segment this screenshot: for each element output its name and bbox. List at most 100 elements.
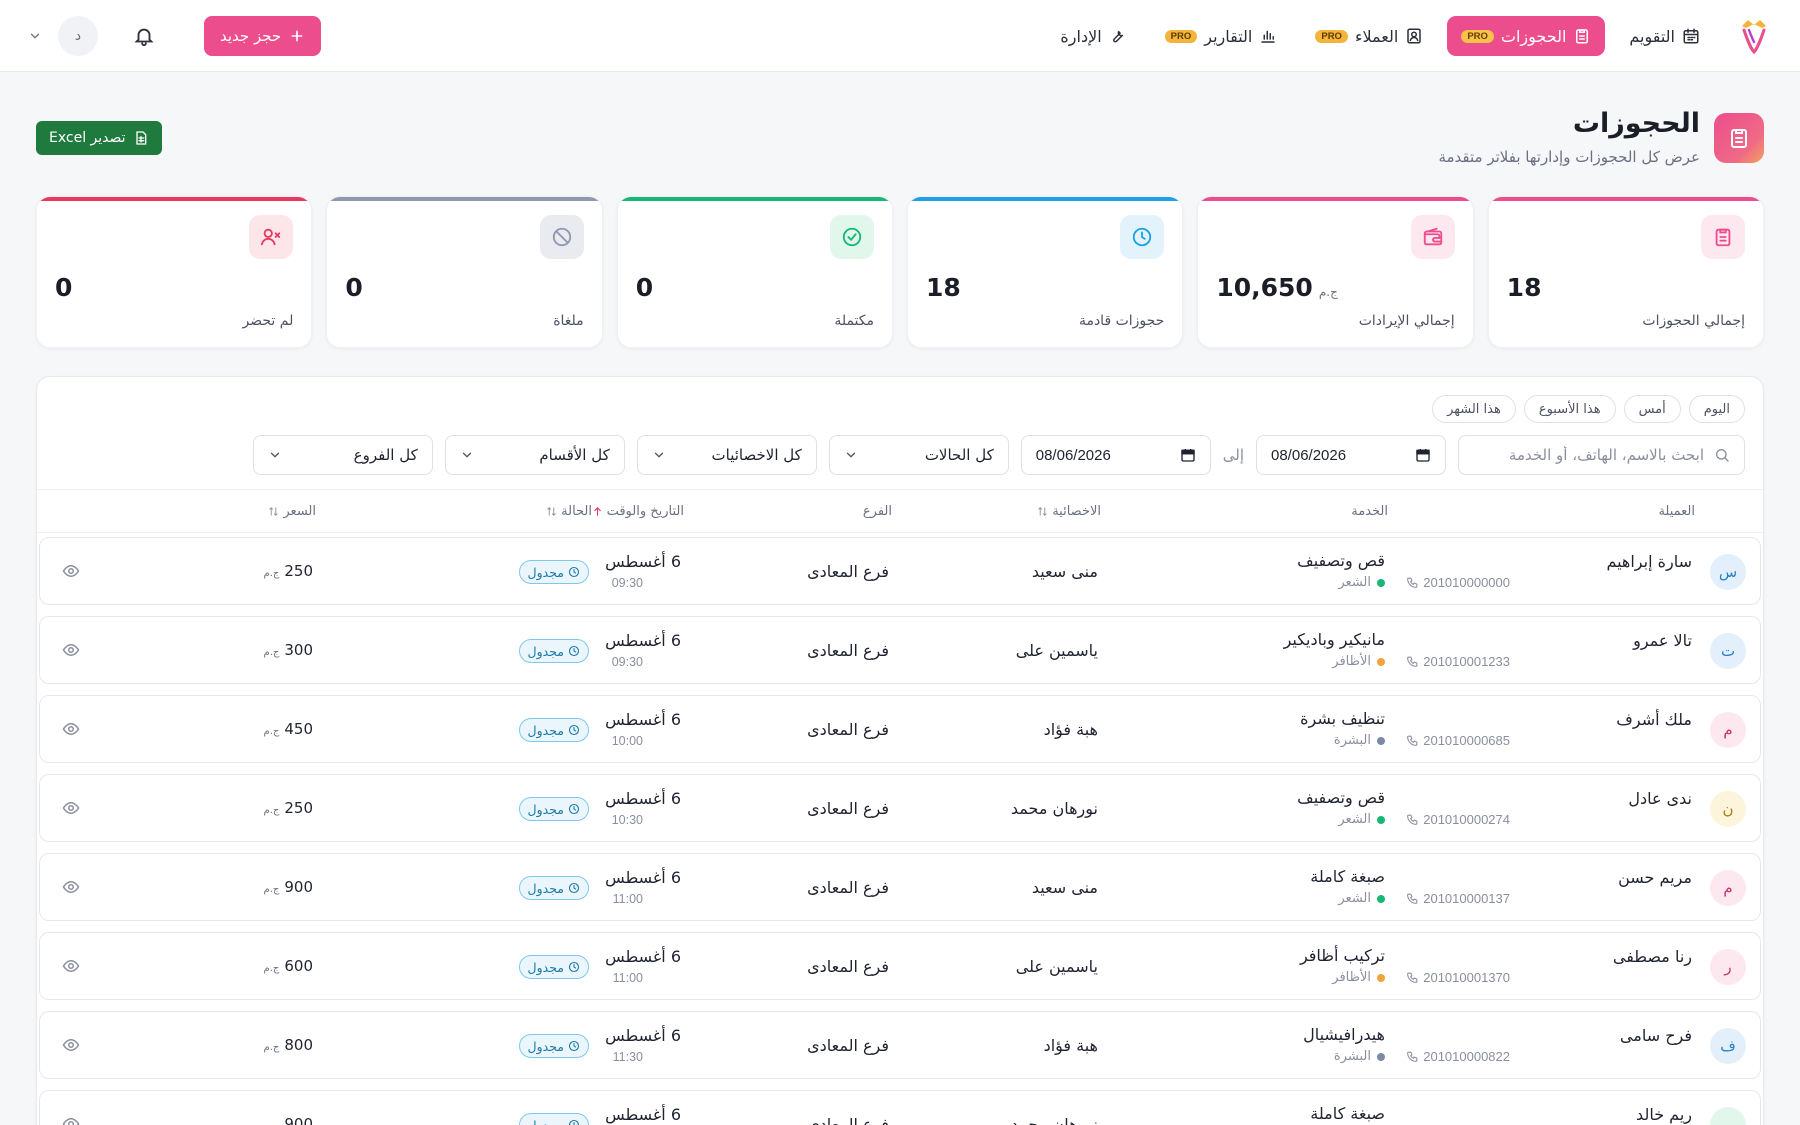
phone-icon: [1406, 655, 1419, 668]
view-booking-button[interactable]: [62, 957, 80, 975]
table-header: العميلة الخدمة الاخصائية الفرع التاريخ و…: [37, 489, 1763, 533]
table-row[interactable]: ن ندى عادل 201010000274 قص وتصفيف الشعر …: [39, 774, 1761, 842]
status-select[interactable]: كل الحالات: [828, 435, 1009, 475]
calendar-icon[interactable]: [1415, 447, 1431, 463]
booking-price: 450 ج.م: [264, 720, 313, 738]
table-row[interactable]: م ملك أشرف 201010000685 تنظيف بشرة البشر…: [39, 695, 1761, 763]
wallet-icon: [1410, 215, 1455, 259]
stat-value-number: 0: [345, 273, 363, 302]
top-navigation-bar: التقويم الحجوزات PRO العملاء PRO التقاري…: [0, 0, 1800, 72]
column-header-specialist[interactable]: الاخصائية: [1037, 504, 1101, 519]
client-phone: 201010000274: [1406, 812, 1510, 827]
status-badge-label: مجدول: [527, 643, 564, 659]
column-header-status[interactable]: الحالة: [546, 504, 592, 519]
table-row[interactable]: م مريم حسن 201010000137 صبغة كاملة الشعر…: [39, 853, 1761, 921]
service-name: تنظيف بشرة: [1300, 709, 1385, 728]
chevron-down-icon: [268, 448, 282, 462]
client-avatar: ف: [1710, 1028, 1746, 1064]
status-badge-label: مجدول: [527, 1038, 564, 1054]
specialist-name: ياسمين على: [1015, 641, 1098, 660]
view-booking-button[interactable]: [62, 1115, 80, 1125]
brand-logo[interactable]: [1734, 16, 1774, 56]
eye-icon: [62, 562, 80, 580]
export-excel-button[interactable]: تصدير Excel: [36, 121, 162, 155]
date-from-input[interactable]: 08/06/2026: [1256, 435, 1446, 475]
top-actions: حجز جديد د: [24, 16, 322, 56]
view-booking-button[interactable]: [62, 562, 80, 580]
specialist-select[interactable]: كل الاخصائيات: [636, 435, 817, 475]
user-avatar[interactable]: د: [58, 16, 98, 56]
search-input[interactable]: [1474, 446, 1704, 464]
table-row[interactable]: ر ريم خالد 201010000455 صبغة كاملة الشعر…: [39, 1090, 1761, 1125]
category-dot: [1377, 1052, 1385, 1061]
view-booking-button[interactable]: [62, 1036, 80, 1054]
view-booking-button[interactable]: [62, 641, 80, 659]
clock-icon: [568, 803, 580, 815]
nav-item-clients[interactable]: العملاء PRO: [1301, 16, 1437, 56]
client-phone: 201010000000: [1406, 575, 1510, 590]
column-header-datetime[interactable]: التاريخ والوقت: [592, 504, 684, 519]
notifications-button[interactable]: [124, 16, 164, 56]
nav-item-admin[interactable]: الإدارة: [1046, 16, 1140, 56]
table-row[interactable]: ف فرح سامى 201010000822 هيدرافيشيال البش…: [39, 1011, 1761, 1079]
clock-icon: [1120, 215, 1165, 259]
stat-accent-bar: [908, 197, 1183, 201]
view-booking-button[interactable]: [62, 720, 80, 738]
view-booking-button[interactable]: [62, 799, 80, 817]
booking-date: 6 أغسطس: [605, 710, 681, 729]
status-badge: مجدول: [518, 797, 589, 821]
wrench-icon: [1109, 27, 1127, 45]
client-phone: 201010000137: [1406, 891, 1510, 906]
table-row[interactable]: ت تالا عمرو 201010001233 مانيكير وباديكي…: [39, 616, 1761, 684]
search-icon: [1714, 447, 1730, 463]
category-dot: [1377, 894, 1385, 903]
booking-price-value: 900: [284, 878, 313, 896]
sort-icon[interactable]: [268, 506, 279, 517]
user-menu-toggle[interactable]: [24, 16, 46, 56]
check-circle-icon: [830, 215, 875, 259]
stat-accent-bar: [617, 197, 893, 201]
quick-filter-today[interactable]: اليوم: [1688, 395, 1745, 423]
sort-ascending-icon[interactable]: [592, 506, 603, 517]
new-booking-label: حجز جديد: [220, 27, 282, 45]
quick-filter-this-month[interactable]: هذا الشهر: [1432, 395, 1516, 423]
stat-value-number: 0: [55, 273, 73, 302]
date-to-input[interactable]: 08/06/2026: [1020, 435, 1211, 475]
new-booking-button[interactable]: حجز جديد: [204, 16, 322, 56]
table-row[interactable]: س سارة إبراهيم 201010000000 قص وتصفيف ال…: [39, 537, 1761, 605]
booking-time: 10:00: [611, 734, 643, 748]
clock-icon: [568, 724, 580, 736]
service-name: قص وتصفيف: [1297, 551, 1385, 570]
nav-item-calendar[interactable]: التقويم: [1615, 16, 1714, 56]
nav-item-reports[interactable]: التقارير PRO: [1151, 16, 1292, 56]
table-row[interactable]: ر رنا مصطفى 201010001370 تركيب أظافر الأ…: [39, 932, 1761, 1000]
page-header-icon: [1714, 113, 1764, 163]
branch-select[interactable]: كل الفروع: [252, 435, 433, 475]
spreadsheet-icon: [133, 130, 149, 146]
booking-time: 11:30: [612, 1050, 643, 1064]
booking-price-value: 250: [284, 562, 313, 580]
nav-item-label: التقارير: [1204, 26, 1253, 46]
quick-filter-this-week[interactable]: هذا الأسبوع: [1523, 395, 1616, 423]
column-header-price[interactable]: السعر: [268, 504, 316, 519]
sort-icon[interactable]: [1037, 506, 1048, 517]
plus-icon: [289, 28, 305, 44]
calendar-icon[interactable]: [1180, 447, 1196, 463]
client-phone: 201010001370: [1406, 970, 1510, 985]
phone-icon: [1406, 734, 1419, 747]
price-currency: ج.م: [263, 647, 280, 658]
clock-icon: [568, 1119, 580, 1125]
client-phone-value: 201010000274: [1423, 812, 1510, 827]
eye-icon: [62, 1036, 80, 1054]
nav-item-label: التقويم: [1629, 26, 1675, 46]
sort-icon[interactable]: [546, 506, 557, 517]
client-phone: 201010001233: [1406, 654, 1510, 669]
clock-icon: [568, 645, 580, 657]
department-select[interactable]: كل الأقسام: [444, 435, 625, 475]
view-booking-button[interactable]: [62, 878, 80, 896]
status-badge: مجدول: [518, 718, 589, 742]
clock-icon: [568, 1040, 580, 1052]
price-currency: ج.م: [263, 1042, 280, 1053]
nav-item-bookings[interactable]: الحجوزات PRO: [1447, 16, 1606, 56]
quick-filter-yesterday[interactable]: أمس: [1623, 395, 1681, 423]
